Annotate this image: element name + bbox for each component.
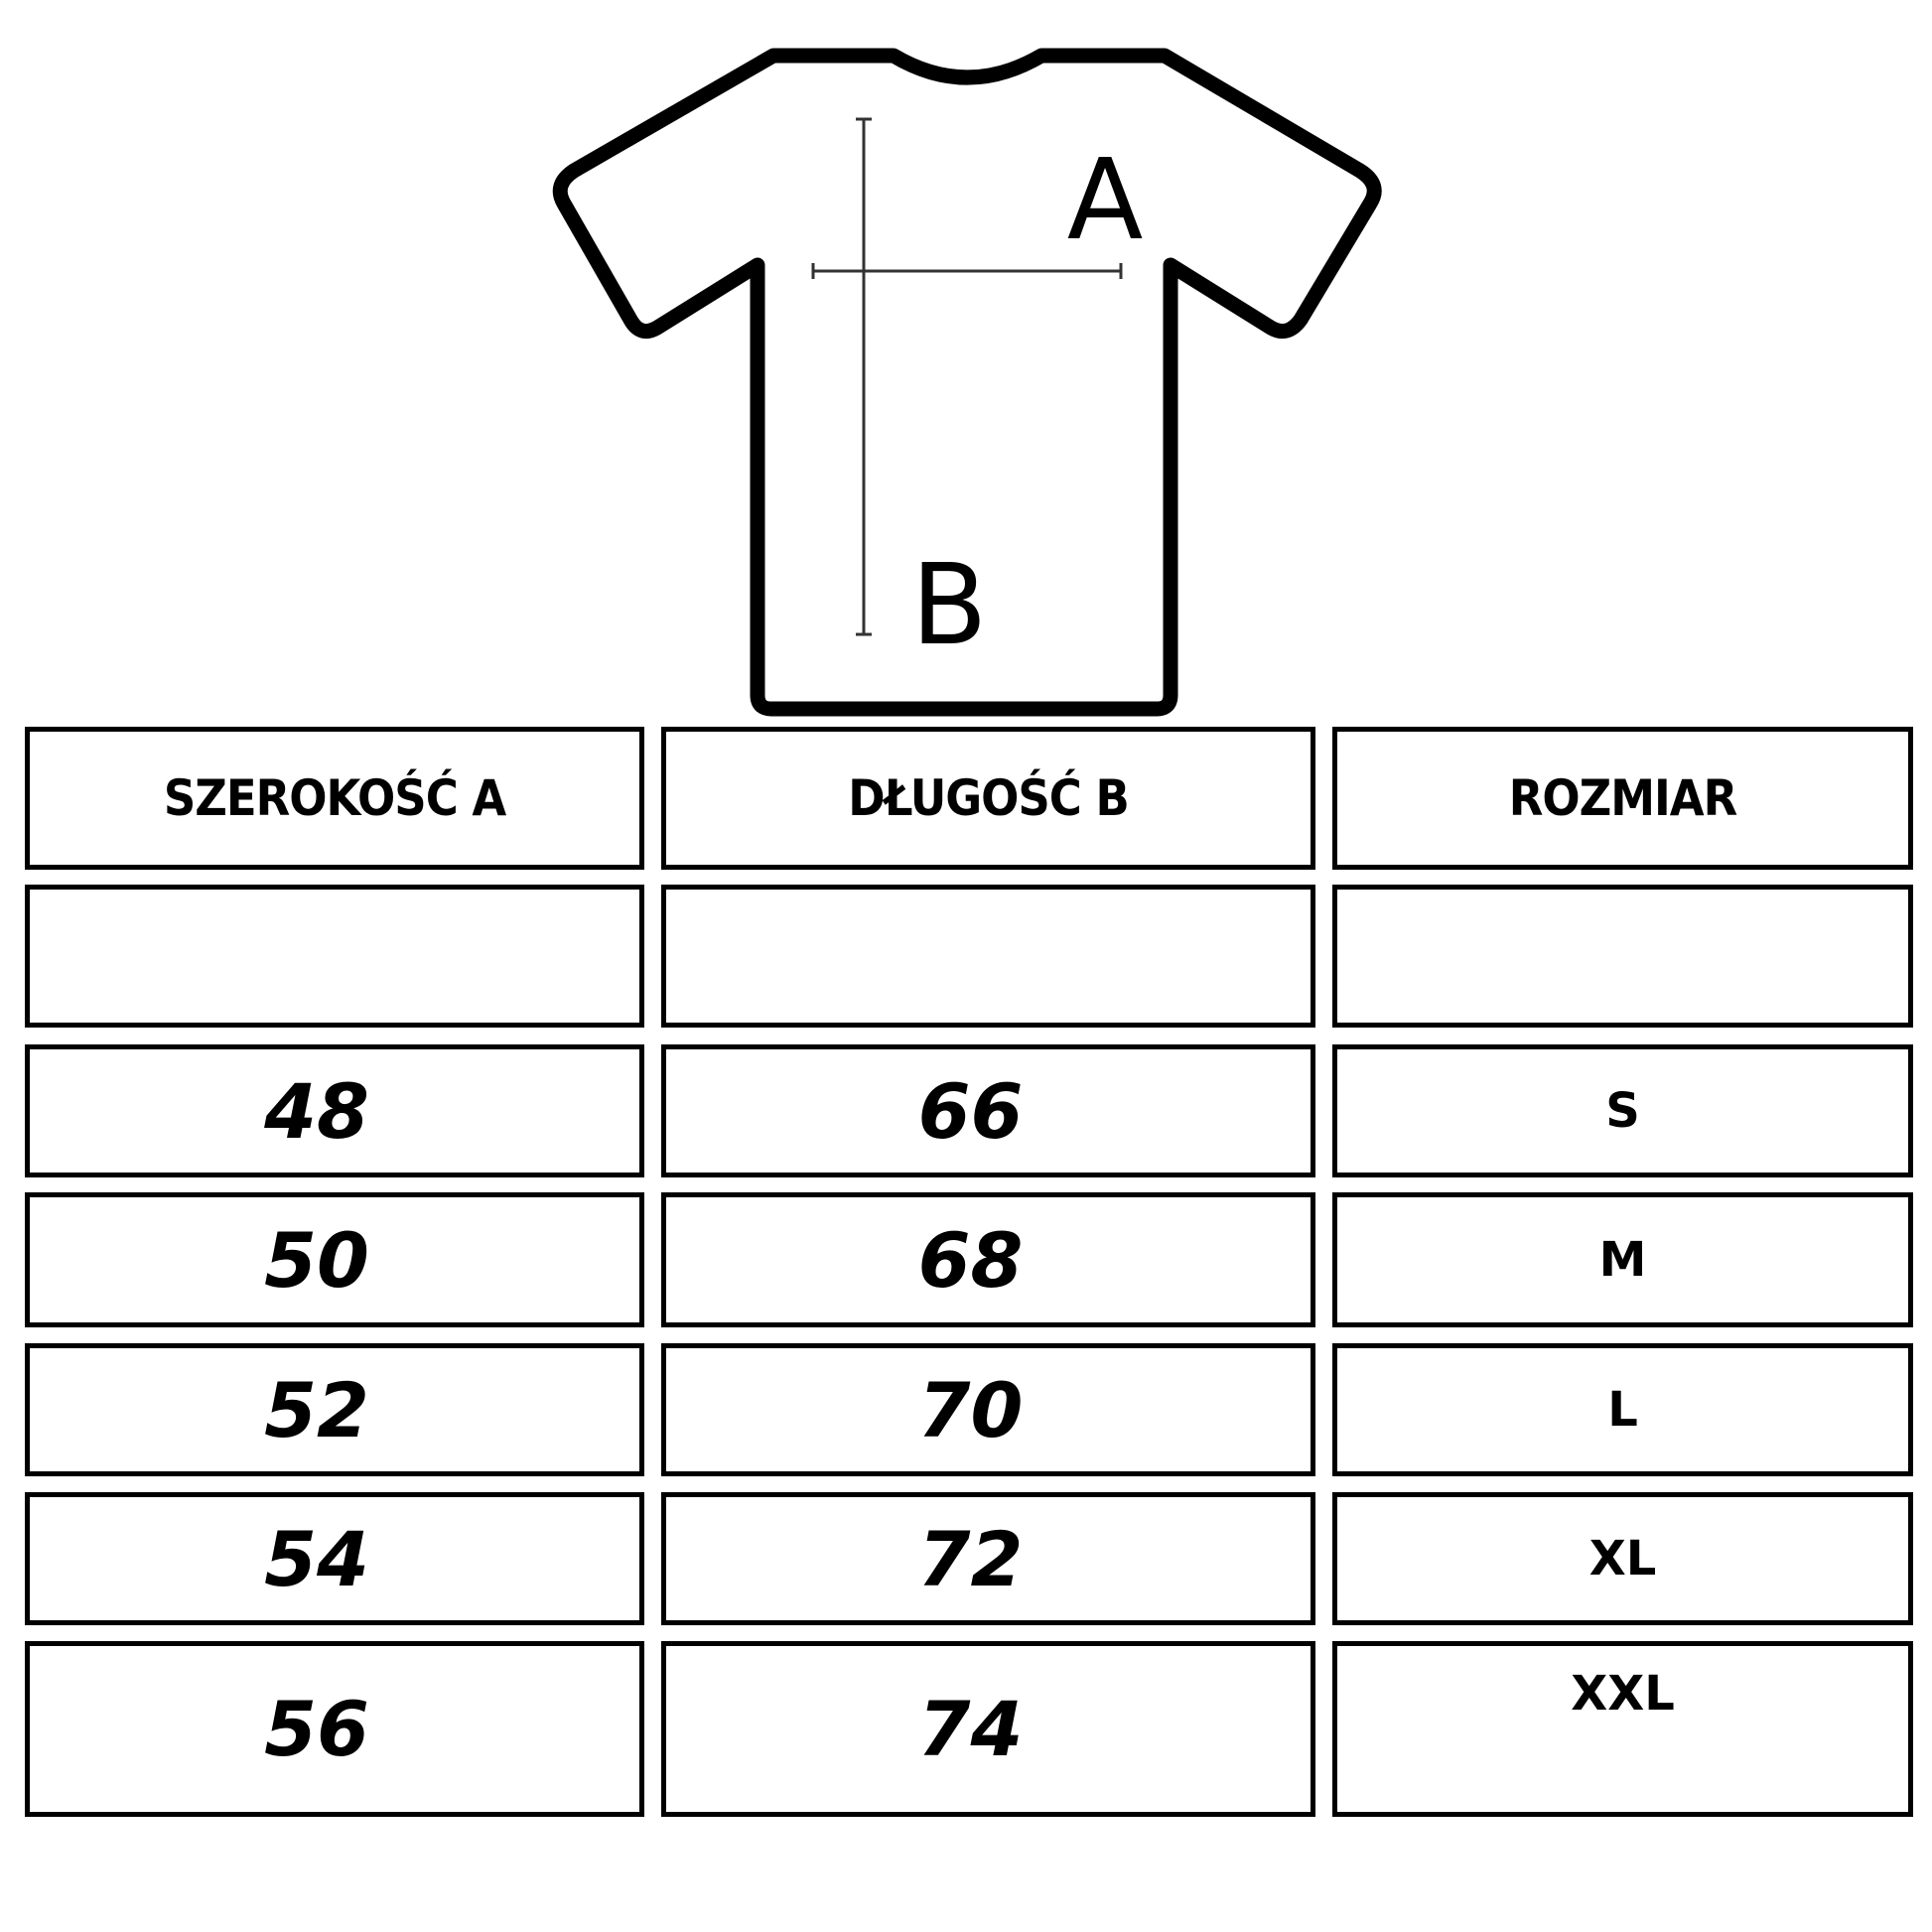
table-cell-length: 74: [661, 1641, 1315, 1817]
table-cell-size: [1332, 885, 1913, 1028]
size-value: XL: [1588, 1531, 1657, 1587]
table-cell-size: M: [1332, 1192, 1913, 1327]
header-length: DŁUGOŚĆ B: [661, 727, 1315, 870]
size-value: M: [1598, 1232, 1647, 1288]
table-cell-length: 70: [661, 1343, 1315, 1476]
tshirt-outline: [552, 48, 1382, 717]
width-value: 50: [264, 1215, 369, 1305]
label-a: A: [1067, 136, 1144, 265]
table-cell-length: [661, 885, 1315, 1028]
length-value: 72: [917, 1514, 1024, 1603]
width-value: 54: [264, 1514, 369, 1603]
table-cell-width: 48: [25, 1044, 644, 1177]
length-value: 68: [917, 1215, 1024, 1305]
length-value: 70: [917, 1365, 1024, 1454]
table-cell-length: 66: [661, 1044, 1315, 1177]
table-cell-size: XXL: [1332, 1641, 1913, 1817]
length-value: 66: [917, 1066, 1024, 1156]
table-cell-size: S: [1332, 1044, 1913, 1177]
measure-line-a: [811, 263, 1123, 279]
label-b: B: [911, 541, 988, 670]
size-value: XXL: [1571, 1666, 1675, 1722]
table-cell-width: 56: [25, 1641, 644, 1817]
table-cell-length: 72: [661, 1492, 1315, 1625]
size-value: S: [1605, 1083, 1640, 1139]
header-width: SZEROKOŚĆ A: [25, 727, 644, 870]
width-value: 52: [264, 1365, 369, 1454]
table-cell-size: XL: [1332, 1492, 1913, 1625]
table-cell-width: 54: [25, 1492, 644, 1625]
header-size: ROZMIAR: [1332, 727, 1913, 870]
table-cell-width: 50: [25, 1192, 644, 1327]
table-cell-width: [25, 885, 644, 1028]
table-cell-width: 52: [25, 1343, 644, 1476]
table-cell-size: L: [1332, 1343, 1913, 1476]
width-value: 56: [264, 1685, 369, 1773]
header-width-label: SZEROKOŚĆ A: [163, 769, 506, 827]
size-value: L: [1607, 1382, 1638, 1438]
header-size-label: ROZMIAR: [1508, 769, 1737, 827]
tshirt-diagram: A B: [552, 48, 1382, 717]
measure-line-b: [856, 117, 872, 636]
header-length-label: DŁUGOŚĆ B: [848, 769, 1129, 827]
width-value: 48: [264, 1066, 369, 1156]
table-cell-length: 68: [661, 1192, 1315, 1327]
length-value: 74: [917, 1685, 1024, 1773]
